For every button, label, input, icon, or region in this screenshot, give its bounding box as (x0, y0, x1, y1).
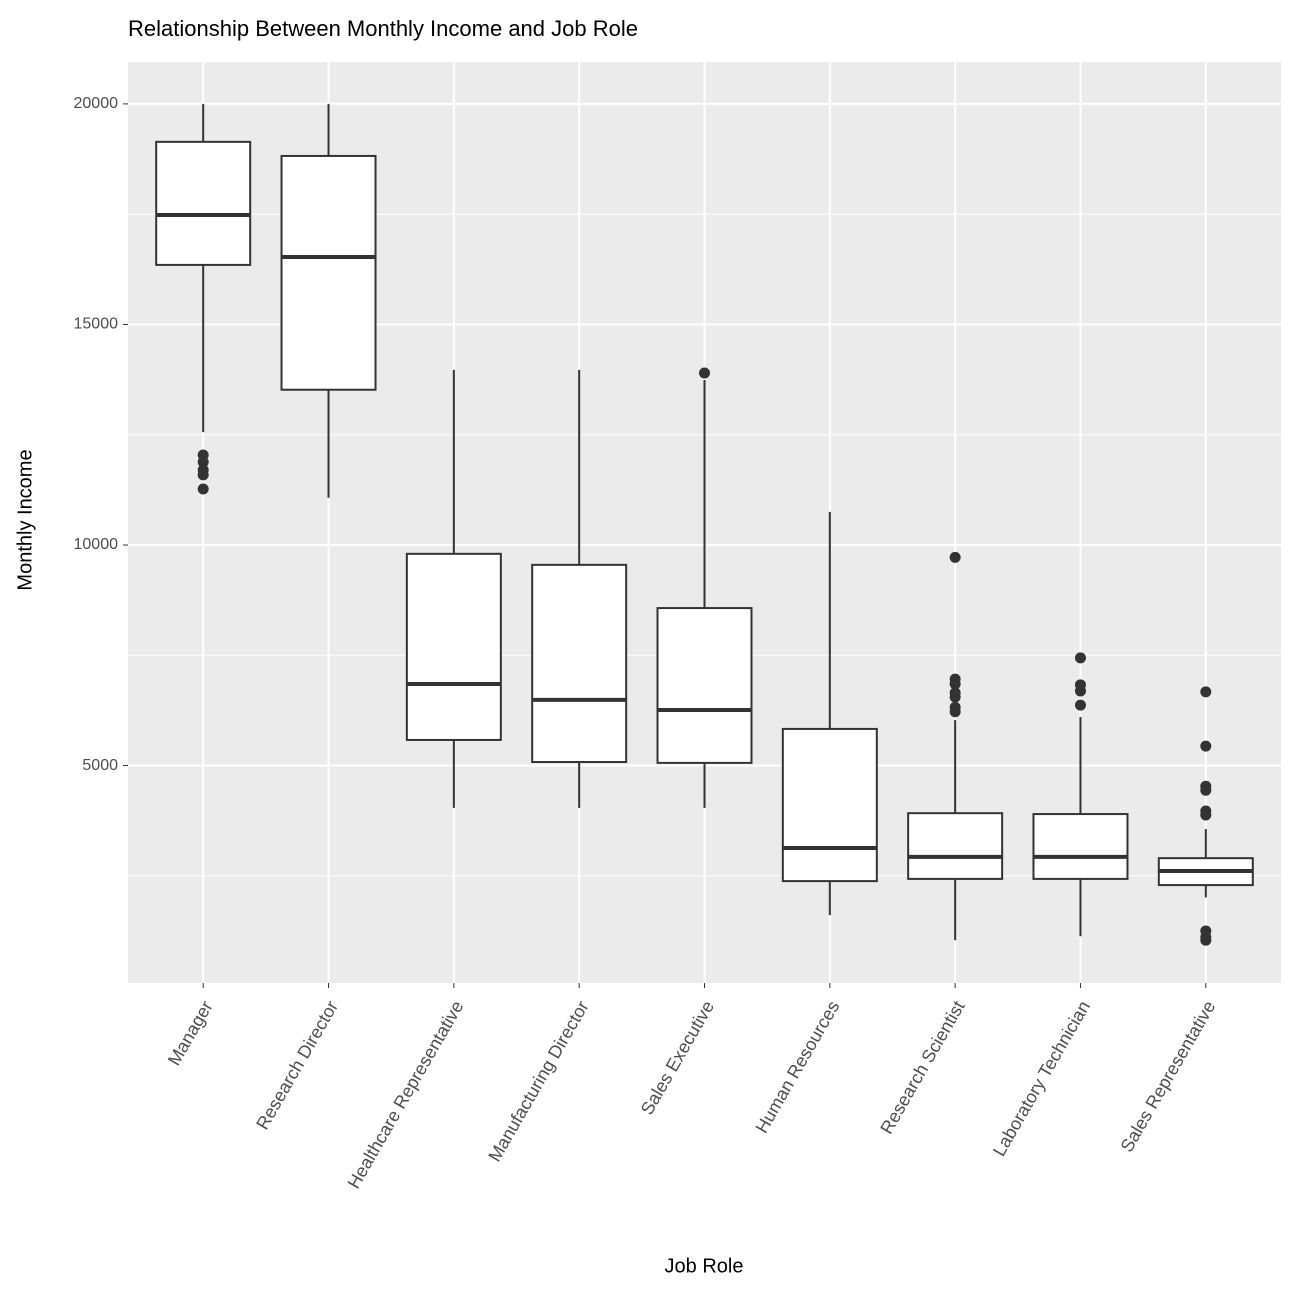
x-tick-label: Healthcare Representative (344, 997, 468, 1192)
box (405, 552, 502, 741)
outlier (699, 367, 710, 379)
outlier (1200, 784, 1212, 796)
y-tick-label: 20000 (74, 95, 119, 112)
x-tick-label: Manager (164, 997, 217, 1069)
outlier (1200, 934, 1212, 946)
box (155, 140, 252, 266)
box (781, 727, 878, 883)
outlier (1074, 699, 1086, 711)
x-tick-label: Sales Executive (637, 997, 718, 1118)
chart-title: Relationship Between Monthly Income and … (128, 16, 638, 41)
outlier (1200, 686, 1212, 698)
outlier (1074, 652, 1086, 664)
x-tick-label: Research Director (252, 997, 342, 1133)
box (1032, 813, 1129, 880)
outlier (1074, 685, 1086, 697)
outlier (197, 483, 209, 495)
y-tick-label: 15000 (74, 316, 119, 333)
outlier (949, 706, 961, 718)
outlier (1200, 809, 1212, 821)
box (656, 607, 753, 764)
y-tick-label: 10000 (74, 536, 119, 553)
box (531, 563, 628, 764)
y-tick-label: 5000 (82, 757, 118, 774)
outlier (949, 691, 961, 703)
x-tick-label: Laboratory Technician (989, 997, 1094, 1159)
outlier (1200, 740, 1212, 752)
outlier (197, 469, 209, 481)
x-tick-label: Human Resources (752, 997, 844, 1136)
outlier (197, 456, 209, 468)
y-axis-title: Monthly Income (14, 449, 36, 590)
x-tick-label: Sales Representative (1117, 997, 1220, 1155)
x-axis-title: Job Role (665, 1255, 744, 1277)
box (907, 812, 1004, 880)
x-tick-label: Manufacturing Director (484, 997, 592, 1165)
x-tick-label: Research Scientist (876, 997, 968, 1137)
box (280, 154, 377, 391)
outlier (949, 678, 961, 690)
outlier (949, 551, 961, 563)
